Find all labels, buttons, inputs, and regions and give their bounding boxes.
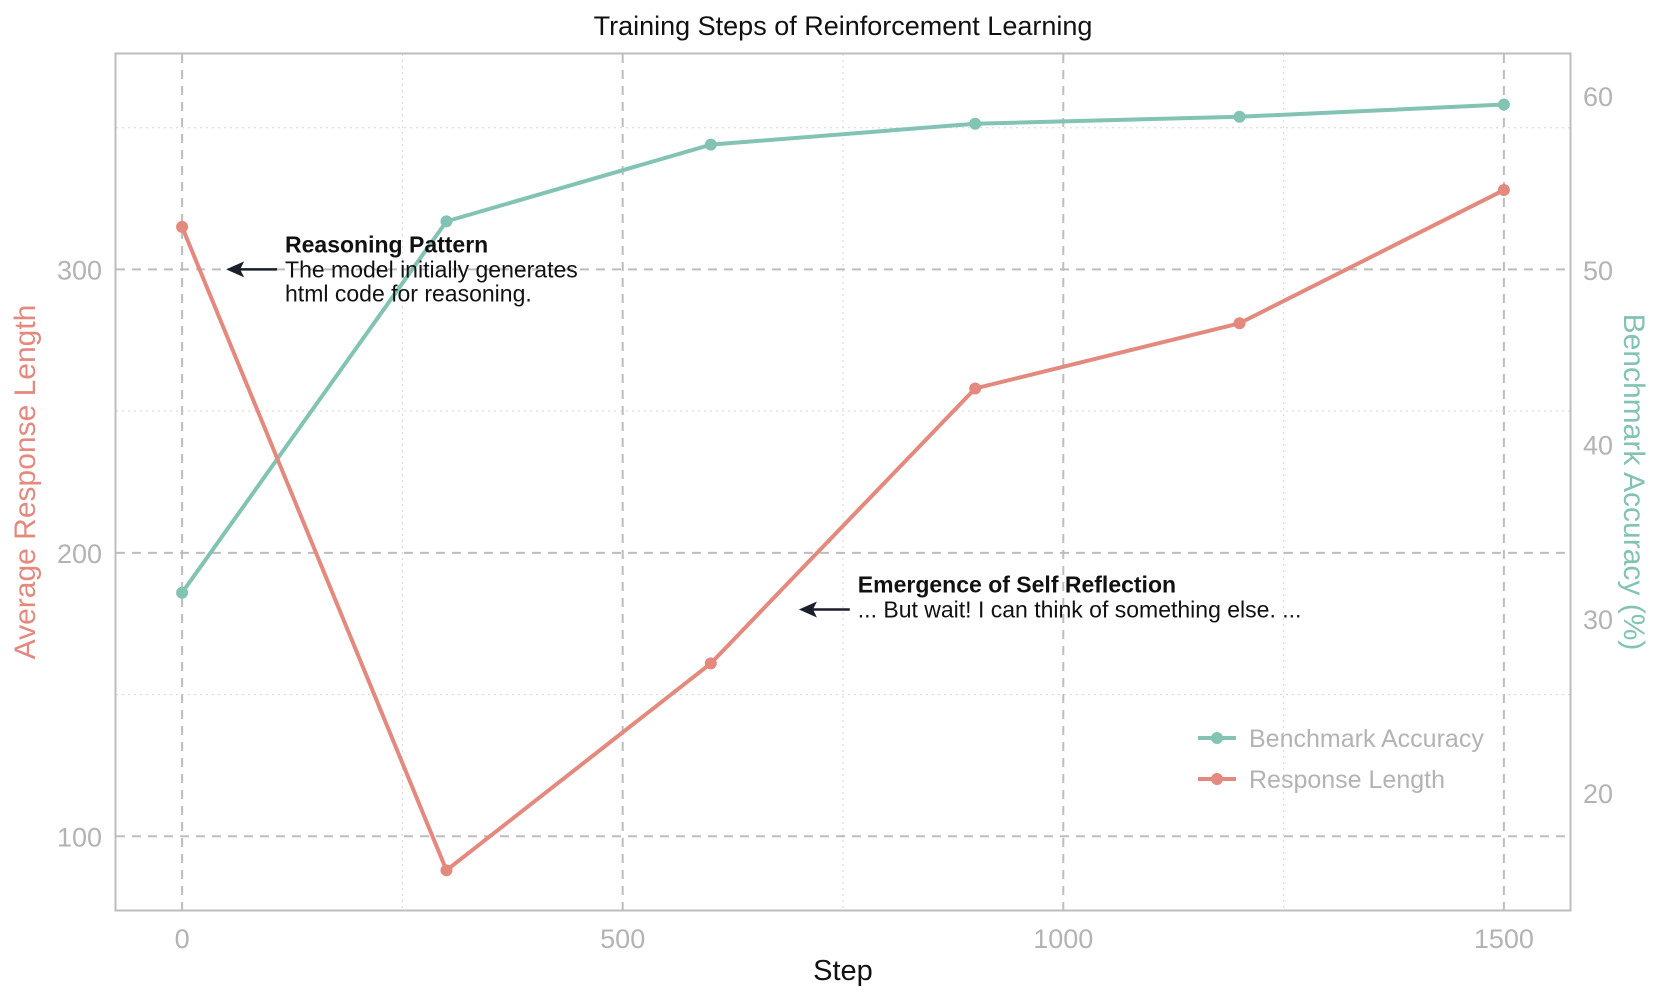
- y-left-tick-label: 200: [57, 539, 102, 569]
- annotation-text: The model initially generates: [285, 256, 578, 282]
- y-left-tick-label: 300: [57, 255, 102, 285]
- legend: Benchmark Accuracy Response Length: [1198, 725, 1484, 794]
- legend-item-accuracy: Benchmark Accuracy: [1198, 725, 1484, 753]
- data-point-length: [969, 382, 982, 395]
- y-right-tick-label: 30: [1583, 605, 1613, 635]
- annotation-arrow-head: [798, 601, 817, 618]
- series-lines: [176, 98, 1510, 877]
- y-axis-right-label: Benchmark Accuracy (%): [1617, 314, 1650, 651]
- annotation-text: html code for reasoning.: [285, 280, 532, 306]
- data-point-accuracy: [969, 117, 982, 130]
- legend-item-length: Response Length: [1198, 766, 1445, 794]
- x-tick-label: 0: [175, 924, 190, 954]
- x-tick-label: 1500: [1474, 924, 1534, 954]
- y-axis-left-label: Average Response Length: [9, 305, 42, 660]
- data-point-length: [440, 864, 453, 877]
- y-right-tick-label: 40: [1583, 431, 1613, 461]
- y-right-tick-label: 20: [1583, 779, 1613, 809]
- data-point-accuracy: [1497, 98, 1510, 111]
- legend-accuracy-marker: [1211, 732, 1223, 744]
- chart-title: Training Steps of Reinforcement Learning: [594, 11, 1093, 41]
- y-left-tick-label: 100: [57, 822, 102, 852]
- y-right-tick-label: 60: [1583, 82, 1613, 112]
- legend-length-marker: [1211, 773, 1223, 785]
- series-line-length: [180, 188, 1505, 873]
- data-point-length: [1497, 184, 1510, 197]
- legend-accuracy-label: Benchmark Accuracy: [1249, 725, 1484, 753]
- legend-length-label: Response Length: [1249, 766, 1445, 794]
- plot-frame: [114, 52, 1572, 912]
- x-tick-label: 1000: [1033, 924, 1093, 954]
- x-axis-label: Step: [813, 955, 873, 987]
- annotation-arrow-head: [226, 261, 245, 278]
- annotation-title: Emergence of Self Reflection: [858, 572, 1176, 598]
- annotation-title: Reasoning Pattern: [285, 231, 488, 257]
- grid: [116, 54, 1570, 910]
- data-point-accuracy: [1233, 110, 1246, 123]
- data-point-accuracy: [704, 138, 717, 151]
- tick-labels: 0 500 1000 1500 100 200 300 20 30 40 50 60: [57, 82, 1613, 954]
- data-point-accuracy: [176, 586, 189, 599]
- data-point-accuracy: [440, 215, 453, 228]
- y-right-tick-label: 50: [1583, 256, 1613, 286]
- annotation-text: ... But wait! I can think of something e…: [858, 597, 1302, 623]
- x-tick-label: 500: [600, 924, 645, 954]
- series-line-accuracy: [180, 102, 1505, 594]
- data-point-length: [1233, 317, 1246, 330]
- data-point-length: [704, 657, 717, 670]
- data-point-length: [176, 220, 189, 233]
